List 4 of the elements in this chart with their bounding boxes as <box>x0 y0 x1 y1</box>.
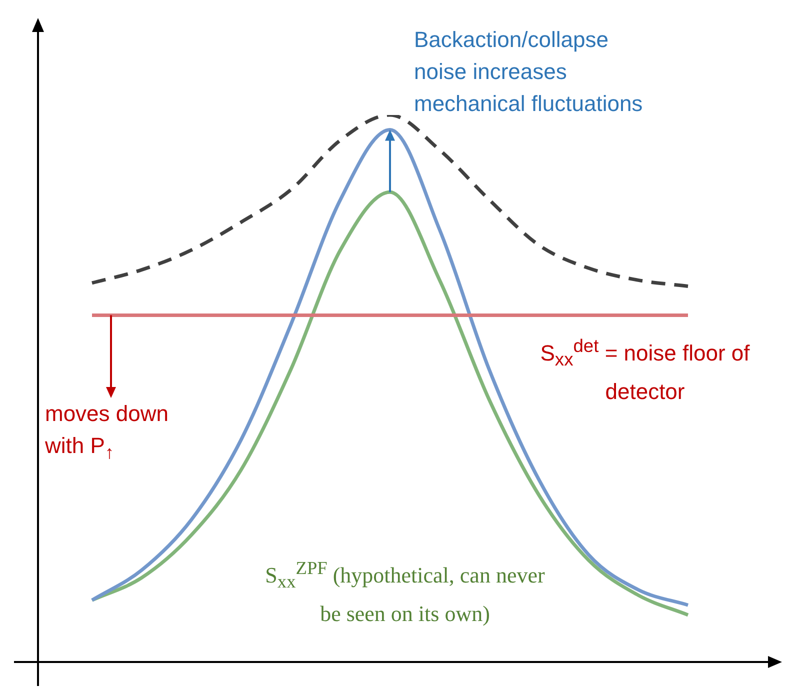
annotation: moves down with P$_{↑}$ <box>45 400 170 464</box>
annotation: S$_{xx}$$^{det}$ = noise floor of detector <box>539 334 751 406</box>
annotation: S$_{xx}$$^{ZPF}$ (hypothetical, can never be seen on its own) <box>264 557 546 628</box>
annotation: Backaction/collapse noise increases mechanical fluctuations <box>414 26 644 118</box>
